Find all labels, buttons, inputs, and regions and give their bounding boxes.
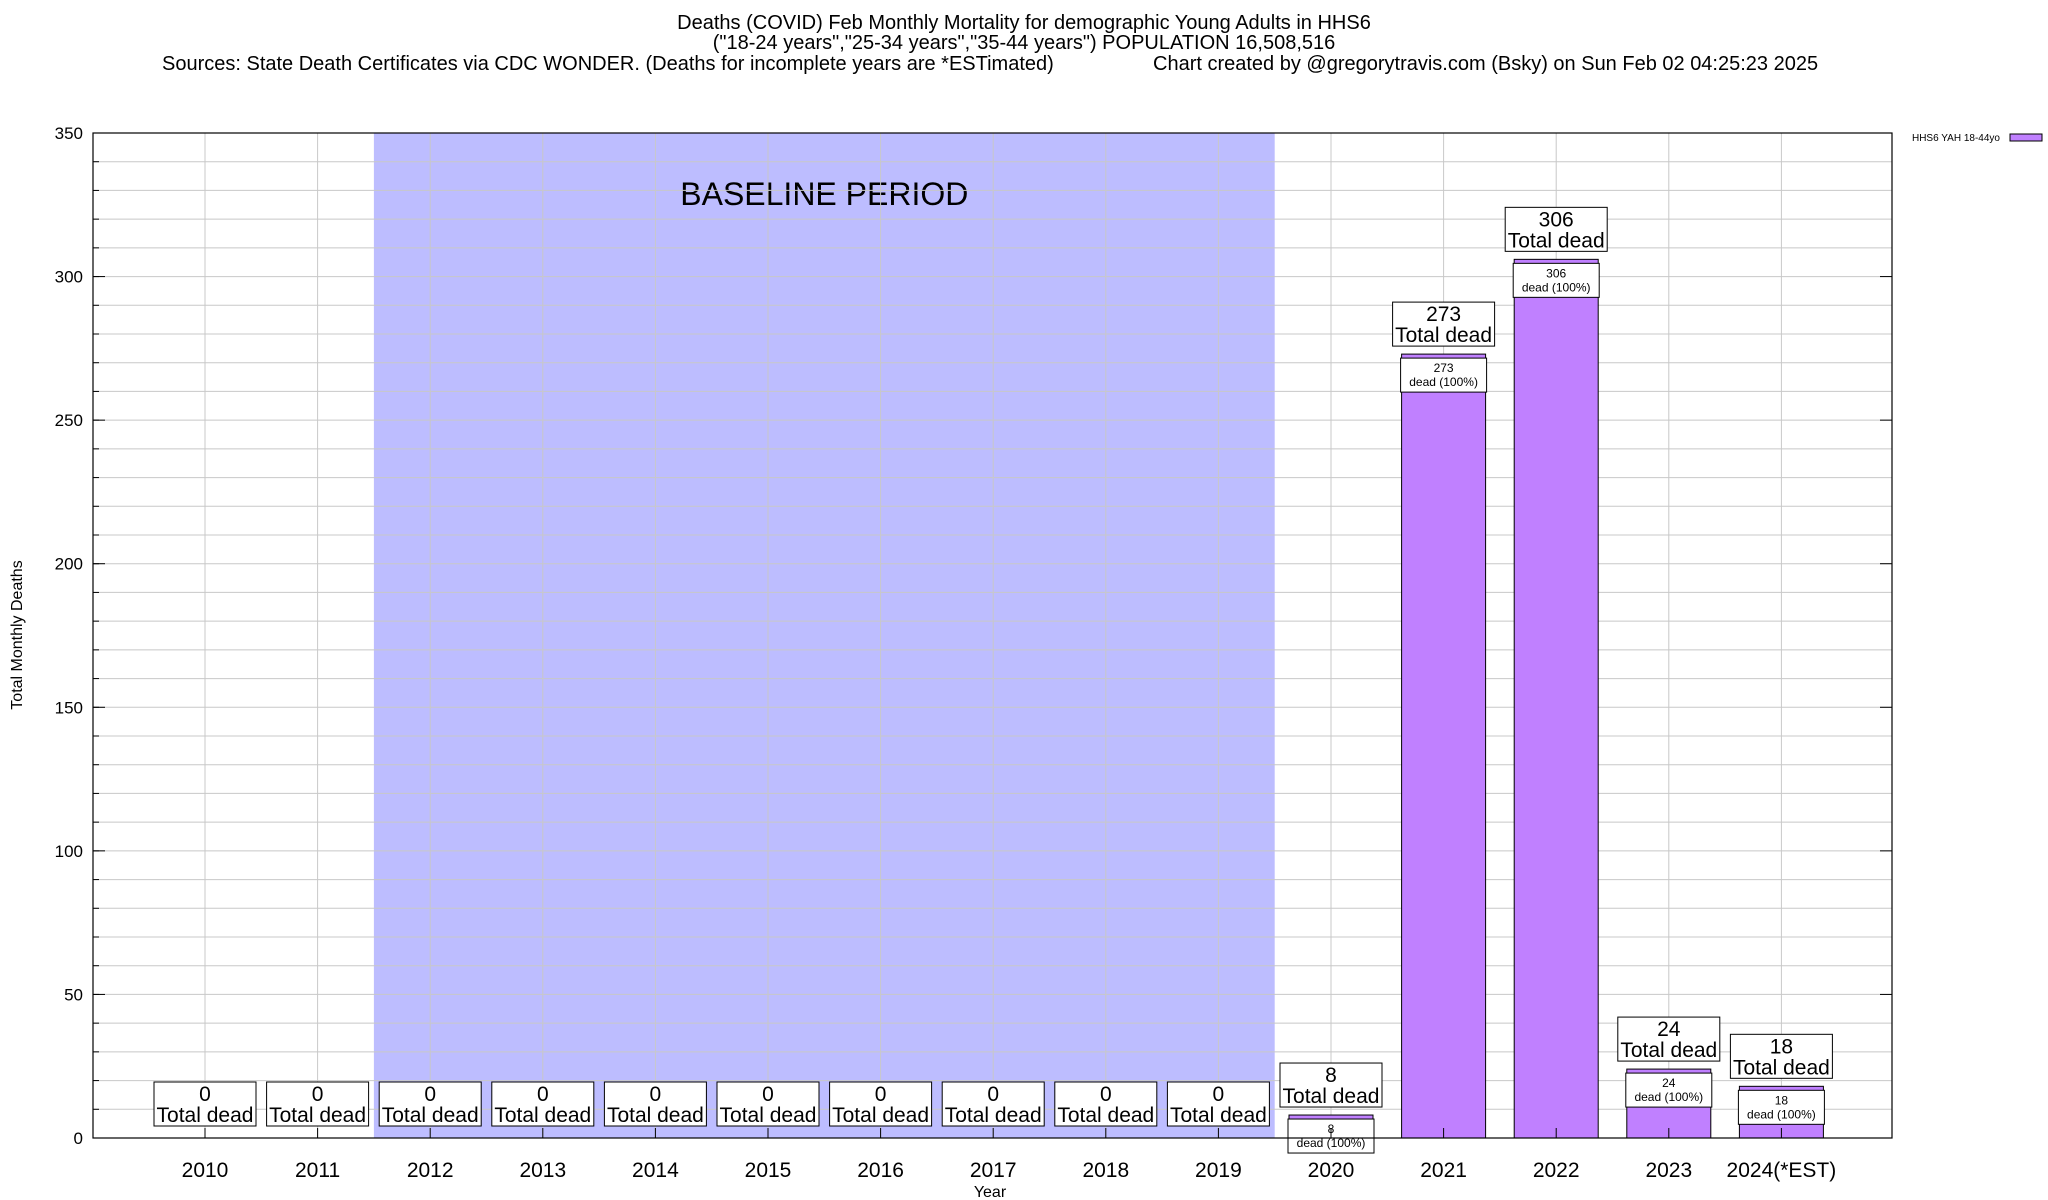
sources-note: Sources: State Death Certificates via CD…	[162, 53, 1054, 75]
x-tick-label: 2015	[745, 1159, 792, 1182]
legend-swatch	[2009, 133, 2043, 142]
x-tick-label: 2018	[1082, 1159, 1129, 1182]
total-value-label: 0	[312, 1083, 324, 1106]
x-tick-label: 2020	[1308, 1159, 1355, 1182]
inner-value-label: 24	[1662, 1076, 1676, 1090]
inner-percent-label: dead (100%)	[1409, 375, 1478, 389]
inner-label-box	[1512, 262, 1600, 298]
total-label-box	[1392, 301, 1496, 347]
total-text-label: Total dead	[720, 1104, 817, 1127]
total-text-label: Total dead	[1283, 1085, 1380, 1108]
inner-percent-label: dead (100%)	[1634, 1090, 1703, 1104]
total-value-label: 306	[1539, 208, 1574, 231]
x-tick-label: 2017	[970, 1159, 1017, 1182]
total-text-label: Total dead	[1057, 1104, 1154, 1127]
inner-value-label: 273	[1434, 361, 1454, 375]
x-tick-label: 2011	[295, 1159, 340, 1182]
total-value-label: 0	[650, 1083, 662, 1106]
x-tick-label: 2021	[1420, 1159, 1467, 1182]
total-label-box	[1279, 1062, 1383, 1108]
x-tick-label: 2012	[407, 1159, 454, 1182]
total-value-label: 0	[762, 1083, 774, 1106]
total-text-label: Total dead	[607, 1104, 704, 1127]
plot-border	[92, 132, 1893, 1139]
x-tick-label: 2022	[1533, 1159, 1580, 1182]
total-value-label: 0	[199, 1083, 211, 1106]
bar	[1513, 258, 1599, 1139]
inner-percent-label: dead (100%)	[1522, 280, 1591, 294]
x-tick-label: 2014	[632, 1159, 679, 1182]
total-text-label: Total dead	[945, 1104, 1042, 1127]
total-label-box	[829, 1081, 933, 1127]
x-tick-label: 2023	[1645, 1159, 1692, 1182]
total-text-label: Total dead	[1170, 1104, 1267, 1127]
total-value-label: 0	[875, 1083, 887, 1106]
total-label-box	[1729, 1033, 1833, 1079]
total-text-label: Total dead	[1620, 1039, 1717, 1062]
chart-subtitle: ("18-24 years","25-34 years","35-44 year…	[712, 32, 1336, 54]
x-axis-label: Year	[974, 1184, 1007, 1200]
y-tick-label: 100	[55, 842, 83, 861]
total-text-label: Total dead	[269, 1104, 366, 1127]
total-value-label: 0	[537, 1083, 549, 1106]
total-label-box	[1617, 1016, 1721, 1062]
total-label-box	[491, 1081, 595, 1127]
total-text-label: Total dead	[1395, 324, 1492, 347]
y-tick-label: 300	[55, 268, 83, 287]
x-tick-label: 2013	[519, 1159, 566, 1182]
bar	[1401, 353, 1487, 1139]
total-value-label: 24	[1657, 1018, 1681, 1041]
y-tick-label: 350	[55, 124, 83, 143]
total-value-label: 0	[424, 1083, 436, 1106]
total-text-label: Total dead	[832, 1104, 929, 1127]
total-label-box	[941, 1081, 1045, 1127]
inner-percent-label: dead (100%)	[1747, 1107, 1816, 1121]
y-tick-label: 150	[55, 698, 83, 717]
y-axis-label: Total Monthly Deaths	[9, 560, 26, 709]
total-value-label: 0	[987, 1083, 999, 1106]
total-text-label: Total dead	[382, 1104, 479, 1127]
x-tick-label: 2010	[182, 1159, 229, 1182]
inner-label-box	[1737, 1089, 1825, 1125]
total-label-box	[603, 1081, 707, 1127]
inner-value-label: 306	[1546, 266, 1566, 280]
total-value-label: 0	[1100, 1083, 1112, 1106]
inner-label-box	[1625, 1072, 1713, 1108]
inner-percent-label: dead (100%)	[1297, 1136, 1366, 1150]
y-tick-label: 0	[74, 1129, 83, 1148]
legend-label: HHS6 YAH 18-44yo	[1912, 133, 2000, 144]
total-value-label: 0	[1213, 1083, 1225, 1106]
total-label-box	[716, 1081, 820, 1127]
chart-title: Deaths (COVID) Feb Monthly Mortality for…	[677, 12, 1371, 34]
inner-label-box	[1400, 357, 1488, 393]
total-label-box	[1054, 1081, 1158, 1127]
baseline-period-label: BASELINE PERIOD	[680, 176, 968, 212]
total-text-label: Total dead	[1508, 229, 1605, 252]
y-tick-label: 200	[55, 555, 83, 574]
total-text-label: Total dead	[157, 1104, 254, 1127]
total-label-box	[153, 1081, 257, 1127]
inner-value-label: 18	[1775, 1093, 1789, 1107]
baseline-period-shading	[373, 133, 1275, 1138]
total-label-box	[1166, 1081, 1270, 1127]
chart-credit: Chart created by @gregorytravis.com (Bsk…	[1153, 53, 1819, 75]
total-text-label: Total dead	[1733, 1056, 1830, 1079]
x-tick-label: 2024(*EST)	[1727, 1159, 1837, 1182]
total-text-label: Total dead	[494, 1104, 591, 1127]
total-label-box	[378, 1081, 482, 1127]
total-value-label: 8	[1325, 1064, 1337, 1087]
y-tick-label: 250	[55, 411, 83, 430]
total-value-label: 18	[1770, 1035, 1793, 1058]
total-label-box	[266, 1081, 370, 1127]
x-tick-label: 2016	[857, 1159, 904, 1182]
y-tick-label: 50	[64, 985, 83, 1004]
total-label-box	[1504, 206, 1608, 252]
x-tick-label: 2019	[1195, 1159, 1242, 1182]
total-value-label: 273	[1426, 303, 1461, 326]
